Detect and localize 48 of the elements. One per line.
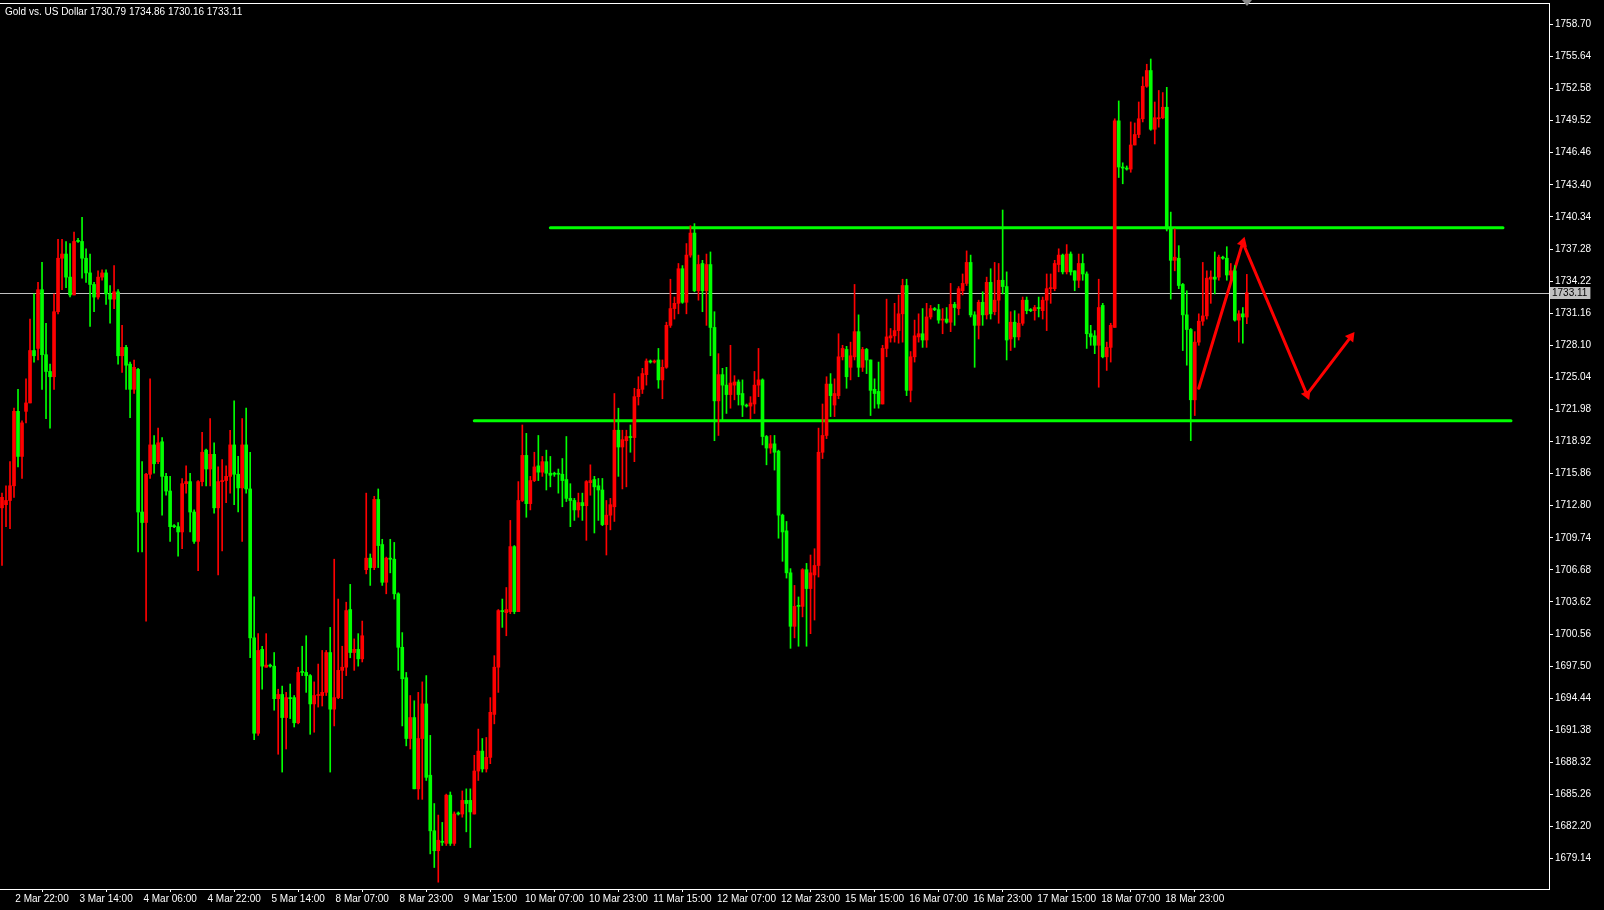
y-tick-label: 1752.58 <box>1555 82 1592 94</box>
y-tick-label: 1694.44 <box>1555 692 1592 703</box>
x-tick-label: 9 Mar 15:00 <box>463 892 518 904</box>
y-tick-label: 1758.70 <box>1555 18 1592 30</box>
x-tick-label: 12 Mar 23:00 <box>781 892 841 904</box>
y-tick-label: 1737.28 <box>1555 242 1592 254</box>
y-tick-label: 1682.20 <box>1555 820 1592 832</box>
x-tick-label: 8 Mar 23:00 <box>399 892 454 904</box>
x-tick-label: 3 Mar 14:00 <box>79 892 134 904</box>
x-tick-label: 16 Mar 07:00 <box>909 892 969 904</box>
y-tick-label: 1718.92 <box>1555 435 1592 447</box>
x-tick-label: 12 Mar 07:00 <box>717 892 777 904</box>
y-tick-label: 1712.80 <box>1555 499 1592 511</box>
y-tick-label: 1703.62 <box>1555 595 1592 607</box>
x-tick-label: 11 Mar 15:00 <box>653 892 712 904</box>
x-tick-label: 8 Mar 07:00 <box>335 892 390 904</box>
y-tick-label: 1721.98 <box>1555 403 1592 415</box>
x-tick-label: 4 Mar 22:00 <box>207 892 262 904</box>
x-tick-label: 18 Mar 23:00 <box>1165 892 1225 904</box>
y-tick-label: 1700.56 <box>1555 627 1592 639</box>
x-tick-label: 10 Mar 23:00 <box>588 892 649 904</box>
y-tick-label: 1697.50 <box>1555 659 1592 671</box>
y-tick-label: 1688.32 <box>1555 756 1592 768</box>
x-tick-label: 17 Mar 15:00 <box>1037 892 1097 904</box>
y-tick-label: 1746.46 <box>1555 146 1592 158</box>
y-tick-label: 1691.38 <box>1555 724 1592 736</box>
y-tick-label: 1728.10 <box>1555 339 1592 351</box>
x-tick-label: 5 Mar 14:00 <box>271 892 326 904</box>
y-tick-label: 1706.68 <box>1555 563 1592 575</box>
y-tick-label: 1749.52 <box>1555 114 1592 126</box>
y-tick-label: 1685.26 <box>1555 788 1592 800</box>
y-tick-label: 1709.74 <box>1555 531 1592 543</box>
y-tick-label: 1715.86 <box>1555 467 1592 479</box>
x-tick-label: 16 Mar 23:00 <box>973 892 1033 904</box>
y-tick-label: 1725.04 <box>1555 371 1592 383</box>
y-tick-label: 1740.34 <box>1555 210 1592 222</box>
y-tick-label: 1734.22 <box>1555 274 1592 286</box>
x-tick-label: 10 Mar 07:00 <box>524 892 585 904</box>
y-tick-label: 1743.40 <box>1555 178 1592 190</box>
x-tick-label: 18 Mar 07:00 <box>1101 892 1161 904</box>
chart-title: Gold vs. US Dollar 1730.79 1734.86 1730.16 1733.11 <box>5 5 243 17</box>
y-tick-label: 1679.14 <box>1555 852 1592 864</box>
y-tick-label: 1731.16 <box>1555 306 1592 318</box>
x-tick-label: 2 Mar 22:00 <box>15 892 70 904</box>
x-tick-label: 15 Mar 15:00 <box>845 892 905 904</box>
y-tick-label: 1755.64 <box>1555 50 1592 62</box>
ref-line-label: 1733.11 <box>1552 287 1588 299</box>
x-tick-label: 4 Mar 06:00 <box>143 892 198 904</box>
